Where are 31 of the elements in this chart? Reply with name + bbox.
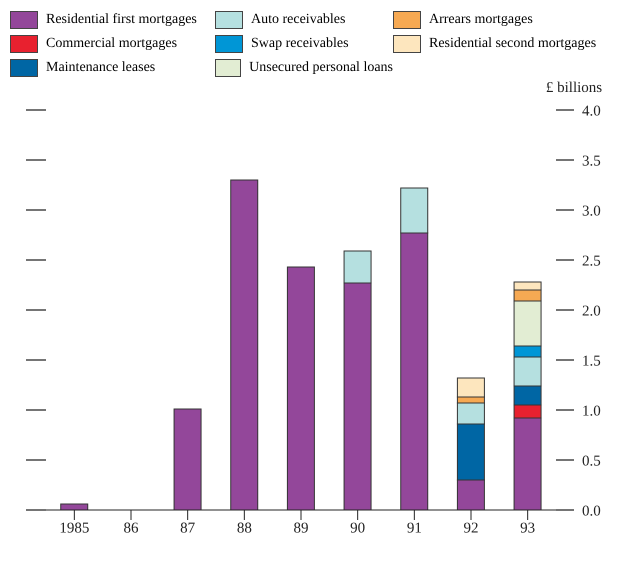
x-tick-label: 88 — [236, 520, 252, 537]
y-tick-label: 4.0 — [582, 103, 601, 120]
legend-label: Maintenance leases — [46, 60, 156, 76]
legend-label: Residential second mortgages — [429, 36, 596, 52]
bar — [286, 266, 315, 510]
y-tick-label: 3.5 — [582, 153, 601, 170]
y-tick-label: 0.0 — [582, 503, 601, 520]
y-axis-title: £ billions — [546, 80, 602, 96]
x-tick-label: 86 — [124, 520, 139, 537]
x-tick-label: 92 — [464, 520, 478, 537]
legend-label: Arrears mortgages — [429, 12, 533, 28]
x-tick-label: 93 — [520, 520, 536, 537]
x-tick-label: 90 — [350, 520, 366, 537]
bar — [174, 408, 202, 510]
x-tick-label: 87 — [180, 520, 196, 537]
legend-label: Commercial mortgages — [46, 36, 178, 52]
bar — [230, 180, 258, 510]
y-tick-label: 0.5 — [582, 453, 601, 470]
y-tick-label: 3.0 — [582, 203, 601, 220]
bar — [60, 504, 88, 510]
x-tick-label: 1985 — [59, 520, 90, 537]
legend-label: Swap receivables — [251, 36, 349, 52]
legend-label: Residential first mortgages — [46, 12, 197, 28]
y-tick-label: 1.0 — [582, 403, 601, 420]
legend-label: Auto receivables — [251, 12, 346, 28]
x-tick-label: 91 — [406, 520, 422, 537]
y-tick-label: 2.5 — [582, 253, 601, 270]
x-tick-label: 89 — [294, 520, 308, 537]
legend-label: Unsecured personal loans — [249, 60, 393, 76]
y-tick-label: 2.0 — [582, 303, 601, 320]
y-tick-label: 1.5 — [582, 353, 601, 370]
